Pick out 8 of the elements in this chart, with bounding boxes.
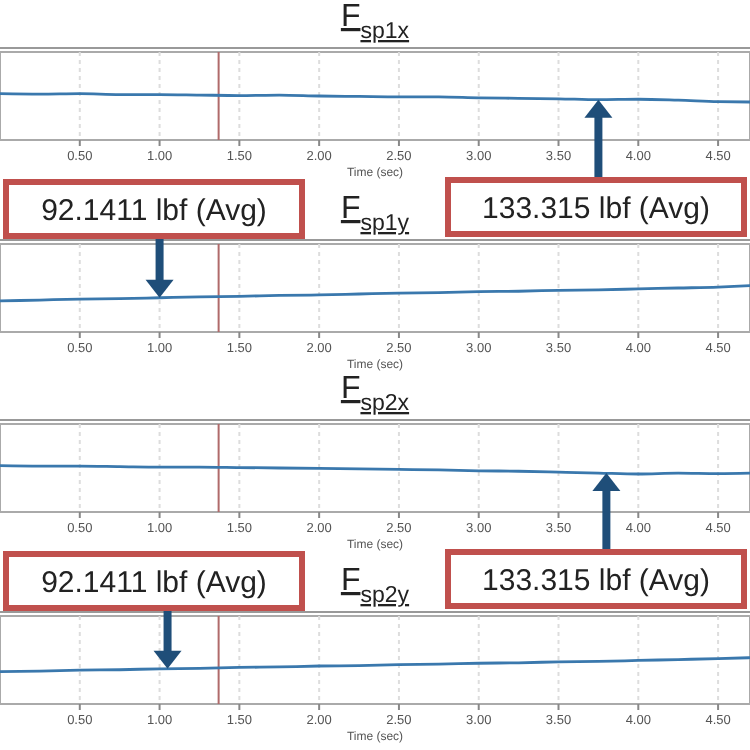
chart-title: F$_{sp2x}$: [340, 372, 410, 416]
annotation: 133.315 lbf (Avg): [482, 564, 710, 598]
chart-title: F$_{sp1y}$: [340, 192, 410, 236]
chart-title: F$_{sp1x}$: [340, 0, 410, 44]
annotation: 133.315 lbf (Avg): [482, 192, 710, 226]
chart-title: F$_{sp2y}$: [340, 564, 410, 608]
annotation: 92.1411 lbf (Avg): [41, 194, 267, 228]
annotation: 92.1411 lbf (Avg): [41, 566, 267, 600]
